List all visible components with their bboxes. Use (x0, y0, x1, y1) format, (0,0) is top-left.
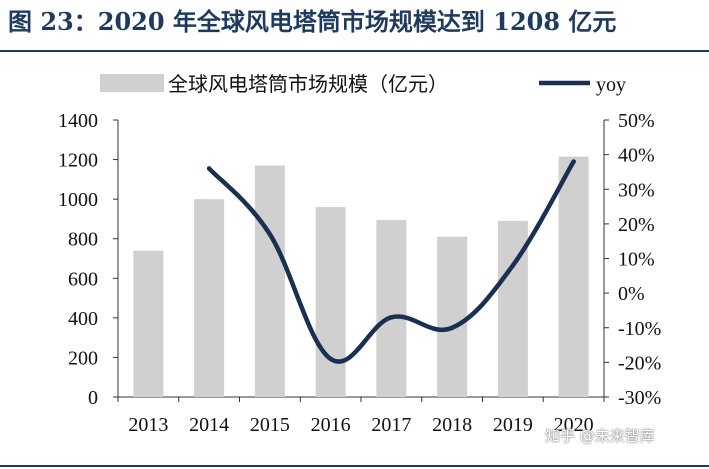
left-tick-label: 200 (68, 347, 98, 369)
title-divider (0, 50, 709, 52)
bar (315, 207, 346, 397)
x-tick-label: 2019 (493, 414, 533, 436)
right-tick-label: 0% (618, 283, 645, 305)
bar (437, 236, 468, 397)
bar (558, 156, 589, 397)
x-tick-label: 2015 (250, 414, 290, 436)
bar (194, 199, 225, 397)
left-tick-label: 400 (68, 308, 98, 330)
left-tick-label: 600 (68, 268, 98, 290)
left-tick-label: 0 (88, 387, 98, 409)
x-tick-label: 2018 (432, 414, 472, 436)
legend-label-bar: 全球风电塔筒市场规模（亿元） (168, 72, 448, 96)
right-tick-label: -20% (618, 352, 661, 374)
yoy-point (571, 159, 576, 164)
right-tick-label: 40% (618, 145, 655, 167)
legend-swatch-bar (100, 74, 164, 92)
right-tick-label: -30% (618, 387, 661, 409)
x-tick-label: 2014 (189, 414, 229, 436)
watermark: 知乎 @未来智库 (545, 427, 655, 445)
left-tick-label: 1200 (58, 150, 98, 172)
legend: 全球风电塔筒市场规模（亿元） yoy (100, 72, 626, 96)
left-tick-label: 800 (68, 229, 98, 251)
left-tick-label: 1000 (58, 189, 98, 211)
right-tick-label: 20% (618, 214, 655, 236)
right-tick-label: 30% (618, 179, 655, 201)
yoy-point (267, 232, 273, 237)
yoy-point (449, 325, 455, 330)
yoy-point (206, 166, 212, 171)
chart-title: 图 23：2020 年全球风电塔筒市场规模达到 1208 亿元 (8, 7, 617, 36)
bar (254, 165, 285, 397)
tick-labels: 0 200 400 600 800 1000 1200 1400 -30% -20% -10% 0% 1… (58, 110, 661, 436)
right-tick-label: 10% (618, 249, 655, 271)
bar (133, 250, 164, 397)
x-tick-label: 2020 (554, 414, 594, 436)
bar-series (133, 156, 589, 397)
legend-label-line: yoy (596, 74, 626, 96)
x-tick-label: 2016 (311, 414, 351, 436)
yoy-point (510, 263, 516, 268)
x-tick-label: 2013 (128, 414, 168, 436)
axes (113, 119, 609, 402)
yoy-point (389, 315, 394, 320)
x-tick-label: 2017 (371, 414, 411, 436)
yoy-line-series (206, 159, 576, 364)
right-tick-label: -10% (618, 318, 661, 340)
bottom-divider (0, 465, 709, 467)
left-tick-label: 1400 (58, 110, 98, 132)
right-tick-label: 50% (618, 110, 655, 132)
bar (376, 219, 407, 397)
yoy-point (328, 356, 333, 362)
